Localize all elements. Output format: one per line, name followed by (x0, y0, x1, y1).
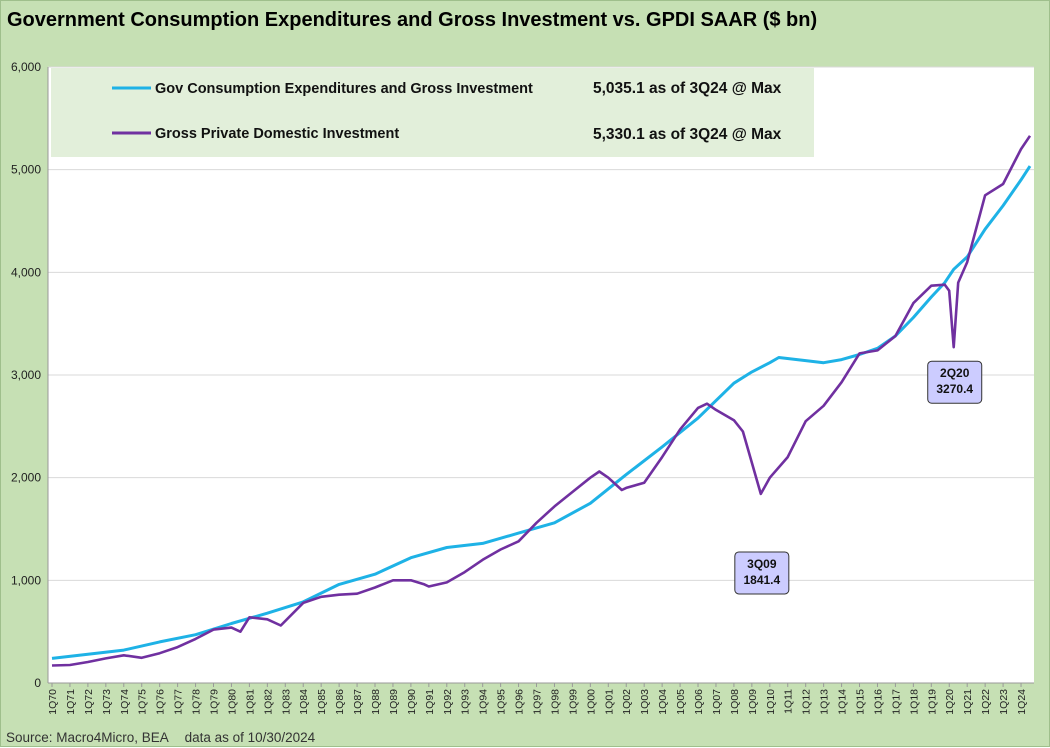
legend-box (51, 68, 814, 157)
x-tick-label: 1Q77 (173, 689, 185, 715)
y-tick-label: 0 (34, 676, 41, 690)
x-tick-label: 1Q07 (711, 689, 723, 715)
x-tick-label: 1Q70 (47, 689, 59, 715)
callout-label: 2Q20 (940, 366, 970, 380)
y-tick-label: 5,000 (11, 163, 41, 177)
x-tick-label: 1Q75 (137, 689, 149, 715)
x-tick-label: 1Q03 (639, 689, 651, 715)
x-tick-label: 1Q98 (549, 689, 561, 715)
chart-title: Government Consumption Expenditures and … (7, 9, 818, 31)
x-tick-label: 1Q88 (370, 689, 382, 715)
x-tick-label: 1Q10 (765, 689, 777, 715)
y-tick-label: 1,000 (11, 573, 41, 587)
x-tick-label: 1Q97 (532, 689, 544, 715)
gpdi-series-line (51, 135, 1032, 667)
x-tick-label: 1Q87 (352, 689, 364, 715)
x-tick-label: 1Q09 (747, 689, 759, 715)
x-tick-label: 1Q96 (514, 689, 526, 715)
x-tick-label: 1Q00 (585, 689, 597, 715)
y-tick-label: 6,000 (11, 60, 41, 74)
legend-label: Gross Private Domestic Investment (155, 126, 399, 142)
x-tick-label: 1Q22 (980, 689, 992, 715)
x-tick-label: 1Q80 (226, 689, 238, 715)
callout-value: 3270.4 (936, 382, 973, 396)
x-tick-label: 1Q01 (603, 689, 615, 715)
x-tick-label: 1Q99 (567, 689, 579, 715)
x-tick-label: 1Q24 (1016, 689, 1028, 715)
x-tick-label: 1Q23 (998, 689, 1010, 715)
y-tick-label: 2,000 (11, 471, 41, 485)
y-tick-label: 3,000 (11, 368, 41, 382)
x-tick-label: 1Q14 (837, 689, 849, 715)
source-note: Source: Macro4Micro, BEA data as of 10/3… (6, 730, 327, 745)
legend-label: Gov Consumption Expenditures and Gross I… (155, 81, 533, 97)
x-tick-label: 1Q16 (872, 689, 884, 715)
x-tick-label: 1Q72 (83, 689, 95, 715)
x-tick-label: 1Q13 (819, 689, 831, 715)
x-tick-label: 1Q21 (962, 689, 974, 715)
y-tick-label: 4,000 (11, 265, 41, 279)
x-tick-label: 1Q89 (388, 689, 400, 715)
x-tick-label: 1Q19 (926, 689, 938, 715)
x-tick-label: 1Q05 (675, 689, 687, 715)
source-text: Source: Macro4Micro, BEA (6, 730, 169, 745)
x-tick-label: 1Q95 (496, 689, 508, 715)
x-tick-label: 1Q84 (298, 689, 310, 715)
x-tick-label: 1Q86 (334, 689, 346, 715)
x-tick-label: 1Q08 (729, 689, 741, 715)
x-tick-label: 1Q78 (191, 689, 203, 715)
callout-label: 3Q09 (747, 557, 777, 571)
x-tick-label: 1Q06 (693, 689, 705, 715)
x-tick-label: 1Q15 (855, 689, 867, 715)
callout-box (734, 551, 790, 595)
callout-value: 1841.4 (743, 573, 780, 587)
x-tick-label: 1Q76 (155, 689, 167, 715)
x-tick-label: 1Q93 (460, 689, 472, 715)
x-tick-label: 1Q17 (890, 689, 902, 715)
x-tick-label: 1Q91 (424, 689, 436, 715)
x-tick-label: 1Q11 (783, 689, 795, 714)
legend-max-note: 5,330.1 as of 3Q24 @ Max (593, 126, 782, 143)
x-tick-label: 1Q12 (801, 689, 813, 715)
x-tick-label: 1Q92 (442, 689, 454, 715)
legend-max-note: 5,035.1 as of 3Q24 @ Max (593, 80, 782, 97)
x-tick-label: 1Q74 (119, 689, 131, 715)
data-date-text: data as of 10/30/2024 (184, 730, 316, 745)
x-tick-label: 1Q90 (406, 689, 418, 715)
callout-box (927, 360, 983, 404)
x-tick-label: 1Q82 (262, 689, 274, 715)
x-tick-label: 1Q20 (944, 689, 956, 715)
x-tick-label: 1Q18 (908, 689, 920, 715)
x-tick-label: 1Q83 (280, 689, 292, 715)
x-tick-label: 1Q02 (621, 689, 633, 715)
x-tick-label: 1Q94 (478, 689, 490, 715)
x-tick-label: 1Q71 (65, 689, 77, 715)
x-tick-label: 1Q79 (209, 689, 221, 715)
x-tick-label: 1Q73 (101, 689, 113, 715)
x-tick-label: 1Q81 (244, 689, 256, 715)
x-tick-label: 1Q85 (316, 689, 328, 715)
x-tick-label: 1Q04 (657, 689, 669, 715)
